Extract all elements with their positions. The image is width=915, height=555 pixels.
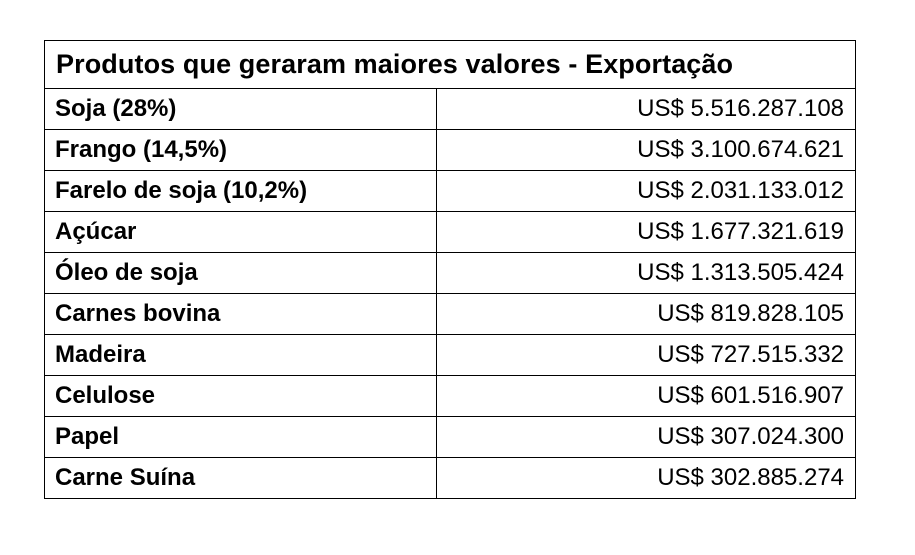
product-value: US$ 307.024.300 [435,416,857,458]
table-row: Frango (14,5%) US$ 3.100.674.621 [44,129,857,171]
product-value: US$ 302.885.274 [435,457,857,499]
product-value: US$ 2.031.133.012 [435,170,857,212]
product-name: Carnes bovina [44,293,437,335]
export-products-table: Produtos que geraram maiores valores - E… [43,40,857,499]
table-row: Carnes bovina US$ 819.828.105 [44,293,857,335]
product-name: Farelo de soja (10,2%) [44,170,437,212]
product-name: Soja (28%) [44,88,437,130]
product-name: Açúcar [44,211,437,253]
product-value: US$ 3.100.674.621 [435,129,857,171]
product-value: US$ 5.516.287.108 [435,88,857,130]
table-row: Óleo de soja US$ 1.313.505.424 [44,252,857,294]
product-name: Madeira [44,334,437,376]
product-name: Celulose [44,375,437,417]
table-row: Madeira US$ 727.515.332 [44,334,857,376]
table-row: Açúcar US$ 1.677.321.619 [44,211,857,253]
product-value: US$ 1.313.505.424 [435,252,857,294]
table-row: Celulose US$ 601.516.907 [44,375,857,417]
table-title: Produtos que geraram maiores valores - E… [43,40,857,89]
table-row: Soja (28%) US$ 5.516.287.108 [44,88,857,130]
table-row: Carne Suína US$ 302.885.274 [44,457,857,499]
table-row: Papel US$ 307.024.300 [44,416,857,458]
product-name: Papel [44,416,437,458]
table-title-row: Produtos que geraram maiores valores - E… [43,40,857,89]
product-value: US$ 601.516.907 [435,375,857,417]
product-name: Carne Suína [44,457,437,499]
product-value: US$ 727.515.332 [435,334,857,376]
product-value: US$ 819.828.105 [435,293,857,335]
product-name: Óleo de soja [44,252,437,294]
product-value: US$ 1.677.321.619 [435,211,857,253]
table-row: Farelo de soja (10,2%) US$ 2.031.133.012 [44,170,857,212]
product-name: Frango (14,5%) [44,129,437,171]
